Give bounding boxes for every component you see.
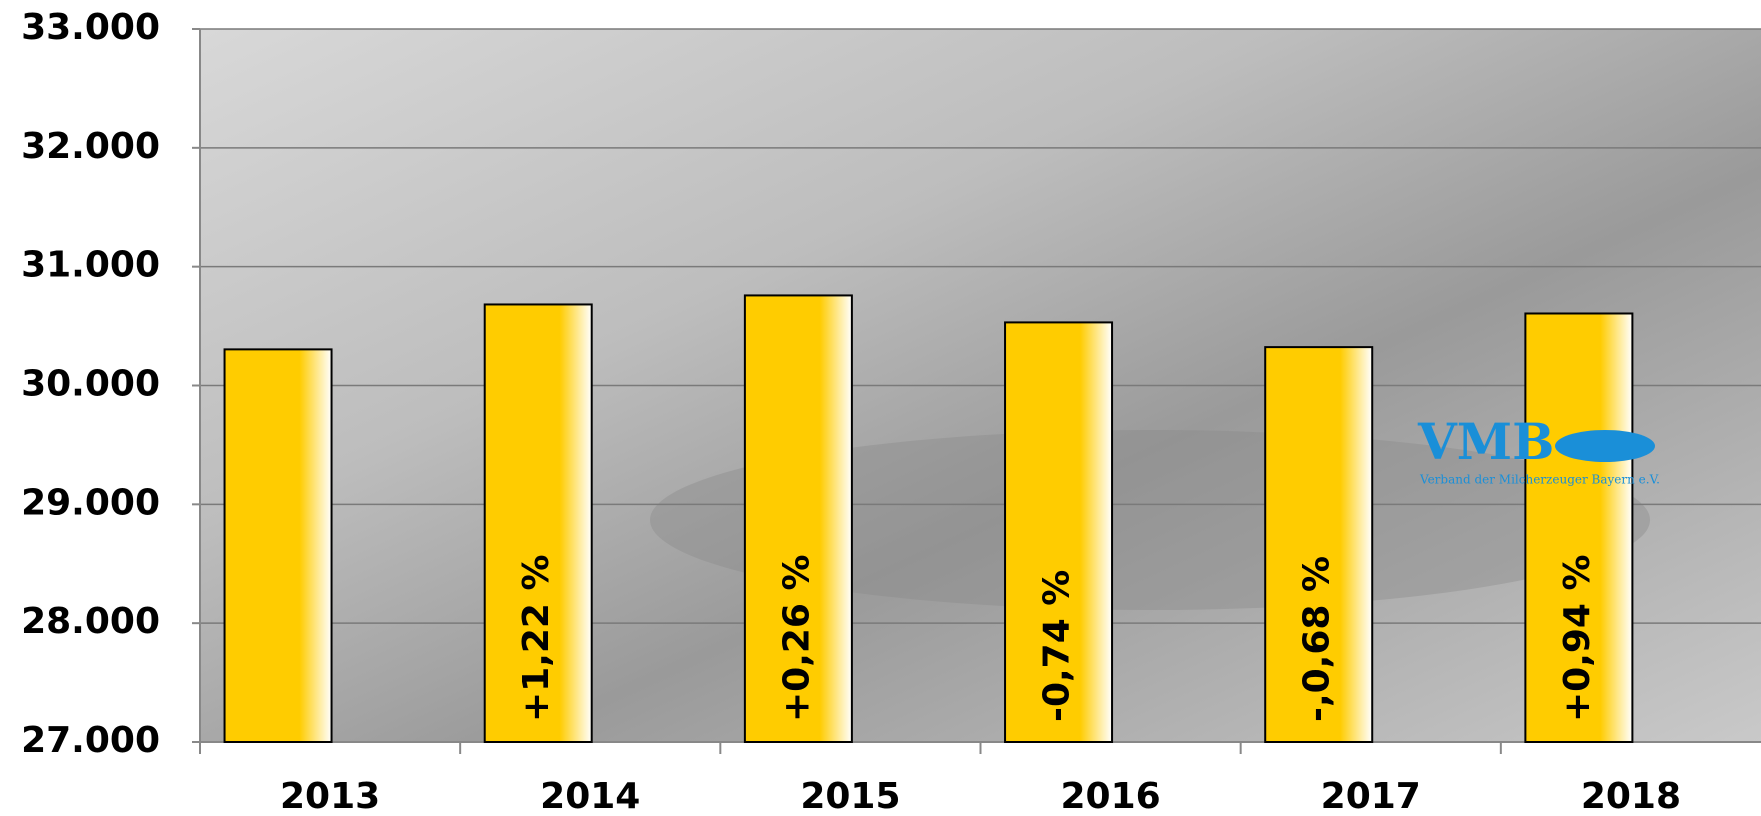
y-tick-label: 31.000 (21, 245, 160, 286)
bar (483, 303, 593, 743)
bar (1264, 346, 1374, 743)
bar (743, 294, 853, 743)
bar (1004, 321, 1114, 743)
x-tick-label: 2013 (280, 776, 380, 816)
bar (1524, 312, 1634, 743)
x-tick-label: 2016 (1060, 776, 1160, 816)
logo-mark (1555, 430, 1655, 462)
x-tick-label: 2017 (1321, 776, 1421, 816)
logo: VMB Verband der Milcherzeuger Bayern e.V… (1417, 412, 1660, 487)
logo-subtitle: Verband der Milcherzeuger Bayern e.V. (1419, 473, 1660, 487)
y-tick-label: 29.000 (21, 482, 160, 523)
y-tick-label: 30.000 (21, 364, 160, 405)
y-tick-label: 32.000 (21, 126, 160, 167)
background-splash (650, 430, 1650, 610)
change-label: +1,22 % (516, 554, 557, 722)
bar (223, 348, 333, 743)
y-tick-label: 27.000 (21, 720, 160, 761)
change-label: +0,26 % (776, 554, 817, 722)
x-tick-label: 2018 (1581, 776, 1681, 816)
y-tick-label: 28.000 (21, 601, 160, 642)
change-label: -,0,68 % (1297, 556, 1338, 722)
y-tick-label: 33.000 (21, 7, 160, 48)
x-tick-label: 2015 (800, 776, 900, 816)
change-label: +0,94 % (1557, 554, 1598, 722)
logo-name: VMB (1417, 412, 1554, 471)
x-tick-label: 2014 (540, 776, 640, 816)
change-label: -0,74 % (1037, 570, 1078, 722)
